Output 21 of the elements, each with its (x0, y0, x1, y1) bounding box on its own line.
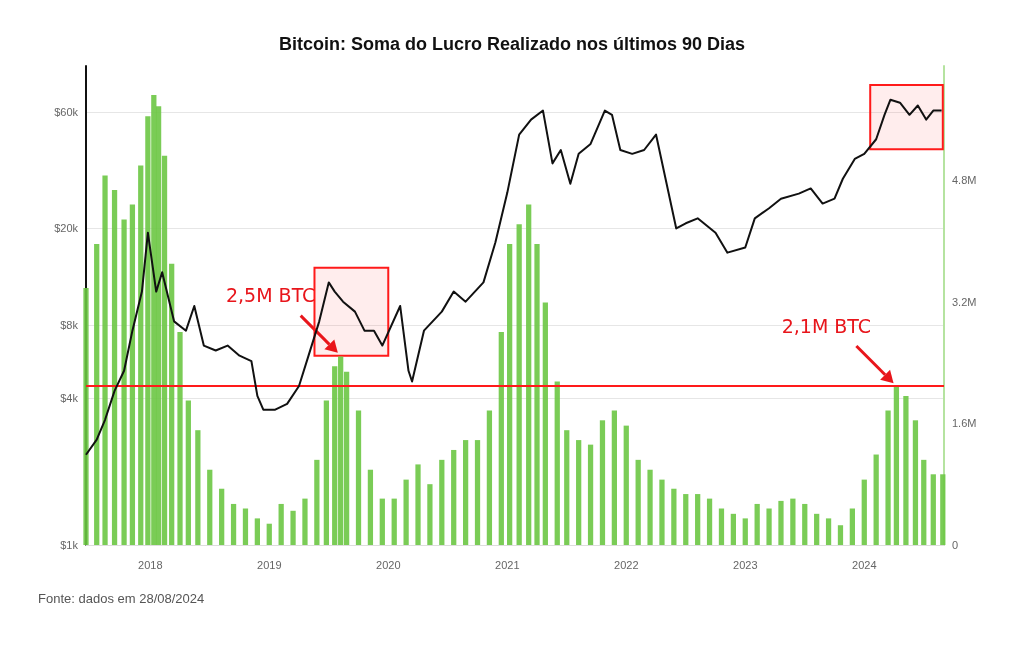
line-series (85, 98, 943, 456)
source-note: Fonte: dados em 28/08/2024 (38, 591, 205, 606)
y-tick-label: $4k (60, 392, 79, 405)
x-tick-label: 2024 (852, 558, 877, 571)
chart-title: Bitcoin: Soma do Lucro Realizado nos últimos 90 Dias (278, 34, 746, 54)
y-tick-label: $60k (54, 106, 79, 119)
x-tick-label: 2019 (257, 558, 282, 571)
y-tick-label: $20k (54, 222, 79, 235)
x-tick-label: 2018 (138, 558, 163, 571)
y2-tick-label: 3.2M (952, 295, 977, 308)
x-tick-label: 2021 (495, 558, 520, 571)
annotation: 2,5M BTC (225, 284, 316, 307)
y2-tick-label: 0 (952, 539, 959, 551)
x-tick-label: 2020 (376, 558, 401, 571)
annotation: 2,1M BTC (781, 314, 872, 337)
x-tick-label: 2023 (733, 558, 758, 571)
y-tick-label: $1k (60, 539, 79, 551)
x-tick-label: 2022 (614, 558, 639, 571)
y-tick-label: $8k (60, 319, 79, 332)
y2-tick-label: 4.8M (952, 174, 977, 187)
y2-tick-label: 1.6M (952, 417, 977, 430)
